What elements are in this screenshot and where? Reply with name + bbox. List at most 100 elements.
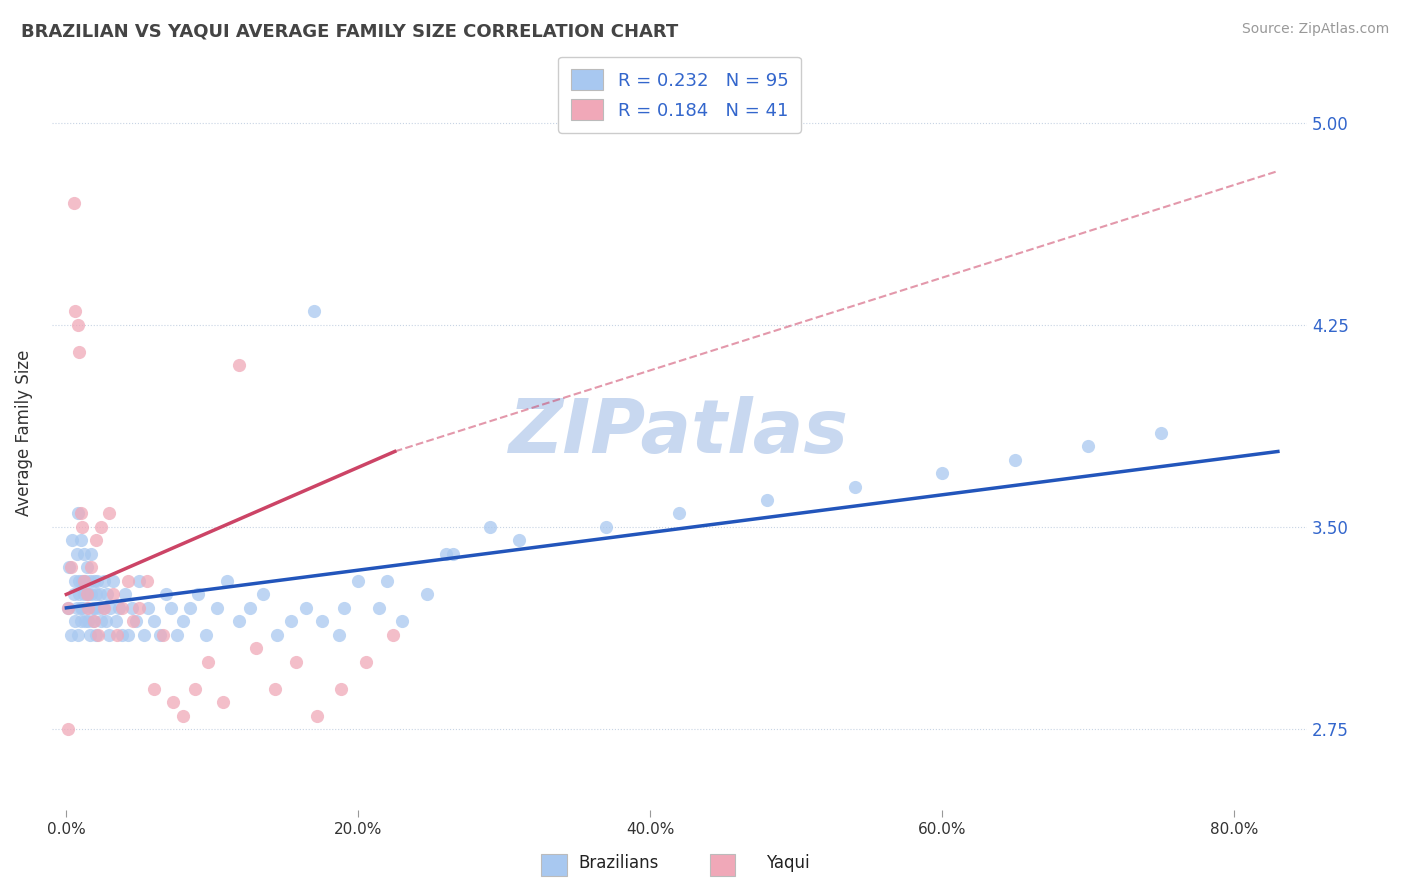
Point <box>101 574 124 588</box>
Point <box>197 655 219 669</box>
Point <box>416 587 439 601</box>
Text: Yaqui: Yaqui <box>765 855 810 872</box>
Text: BRAZILIAN VS YAQUI AVERAGE FAMILY SIZE CORRELATION CHART: BRAZILIAN VS YAQUI AVERAGE FAMILY SIZE C… <box>21 22 678 40</box>
Point <box>76 587 98 601</box>
Point <box>86 574 108 588</box>
Point <box>184 681 207 696</box>
Point <box>844 479 866 493</box>
Point <box>80 547 103 561</box>
Point <box>97 628 120 642</box>
Point <box>668 507 690 521</box>
Point <box>73 587 96 601</box>
Point <box>128 600 150 615</box>
Point <box>66 318 89 332</box>
Point <box>72 600 94 615</box>
Point <box>166 628 188 642</box>
Point <box>135 574 157 588</box>
Point <box>77 600 100 615</box>
Point <box>80 587 103 601</box>
Point <box>84 587 107 601</box>
Point <box>84 628 107 642</box>
Legend: R = 0.232   N = 95, R = 0.184   N = 41: R = 0.232 N = 95, R = 0.184 N = 41 <box>558 56 801 133</box>
Point <box>69 587 91 601</box>
Point <box>332 600 354 615</box>
Point <box>73 547 96 561</box>
Text: Source: ZipAtlas.com: Source: ZipAtlas.com <box>1241 22 1389 37</box>
Point <box>266 628 288 642</box>
Point <box>90 520 112 534</box>
Point <box>284 655 307 669</box>
Point <box>94 615 117 629</box>
Point <box>63 615 86 629</box>
Point <box>59 560 82 574</box>
Point <box>311 615 333 629</box>
Point <box>111 628 134 642</box>
Point <box>245 641 267 656</box>
Point <box>172 708 194 723</box>
Point <box>367 600 389 615</box>
Point <box>98 600 121 615</box>
Point <box>328 628 350 642</box>
Point <box>117 574 139 588</box>
Point <box>80 560 103 574</box>
Point <box>1150 425 1173 440</box>
Point <box>354 655 377 669</box>
Point <box>172 615 194 629</box>
Point <box>76 560 98 574</box>
Point <box>77 587 100 601</box>
Point <box>125 615 148 629</box>
Point <box>294 600 316 615</box>
Point <box>56 722 79 736</box>
Point <box>228 358 250 372</box>
Point <box>142 615 165 629</box>
Point <box>508 533 530 548</box>
Point <box>595 520 617 534</box>
Point <box>75 615 97 629</box>
Point <box>93 600 115 615</box>
Point <box>69 574 91 588</box>
Point <box>72 520 94 534</box>
Point <box>1077 439 1099 453</box>
Point <box>73 574 96 588</box>
Point <box>117 628 139 642</box>
Point <box>211 695 233 709</box>
Point <box>264 681 287 696</box>
Point <box>90 615 112 629</box>
Point <box>84 533 107 548</box>
Text: Brazilians: Brazilians <box>578 855 659 872</box>
Point <box>72 574 94 588</box>
Point <box>347 574 370 588</box>
Point <box>149 628 172 642</box>
Point <box>122 615 145 629</box>
Point <box>142 681 165 696</box>
Point <box>162 695 184 709</box>
Point <box>96 587 118 601</box>
Point <box>391 615 413 629</box>
Point <box>58 560 80 574</box>
Point <box>60 533 83 548</box>
Point <box>195 628 218 642</box>
Point <box>65 600 87 615</box>
Point <box>114 587 136 601</box>
Point <box>65 547 87 561</box>
Point <box>931 466 953 480</box>
Point <box>93 574 115 588</box>
Text: ZIPatlas: ZIPatlas <box>509 396 849 469</box>
Point <box>160 600 183 615</box>
Point <box>76 600 98 615</box>
Point <box>104 615 127 629</box>
Point <box>70 600 93 615</box>
Point <box>121 600 143 615</box>
Point <box>63 574 86 588</box>
Point <box>179 600 201 615</box>
Point <box>132 628 155 642</box>
Point <box>152 628 174 642</box>
Y-axis label: Average Family Size: Average Family Size <box>15 350 32 516</box>
Point <box>83 574 105 588</box>
Point <box>1004 452 1026 467</box>
Point <box>239 600 262 615</box>
Point <box>187 587 209 601</box>
Point <box>62 587 84 601</box>
Point <box>136 600 159 615</box>
Point <box>70 533 93 548</box>
